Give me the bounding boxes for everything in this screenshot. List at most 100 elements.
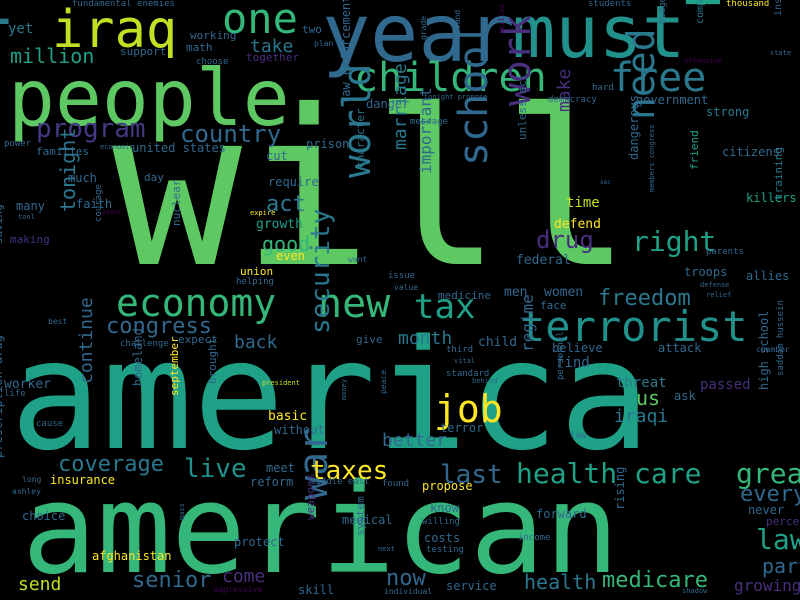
word-day: day: [144, 171, 164, 184]
word-regime: regime: [518, 294, 537, 352]
word-costs: costs: [424, 531, 461, 545]
word-saving: saving: [0, 204, 5, 244]
word-united-states: united states: [132, 141, 226, 155]
word-face: face: [540, 299, 567, 312]
word-country: country: [180, 120, 282, 148]
word-budget: budget: [658, 0, 668, 24]
word-forward: forward: [536, 507, 587, 521]
word-men: men: [504, 285, 528, 300]
word-find: find: [556, 355, 590, 371]
word-dangerous: dangerous: [627, 94, 641, 160]
word-passed: passed: [700, 377, 751, 393]
word-third: third: [446, 345, 474, 355]
word-challenge: challenge: [120, 339, 169, 349]
word-women: women: [544, 285, 584, 300]
word-math: math: [186, 41, 213, 54]
word-tax: tax: [414, 287, 476, 327]
word-require: require: [268, 175, 319, 189]
word-last: last: [440, 460, 503, 490]
word-long: long: [22, 475, 42, 484]
word-propose: propose: [422, 479, 473, 493]
word-shadow: shadow: [682, 587, 708, 595]
word-every: every: [740, 482, 800, 507]
word-unless-act: unless act: [516, 73, 529, 140]
word-come: come: [222, 566, 266, 587]
word-compassion: compassion: [695, 0, 706, 24]
word-medical: medical: [342, 513, 393, 527]
word-want: want: [348, 255, 368, 264]
word-terror: terror: [440, 421, 484, 435]
word-training: training: [772, 147, 785, 200]
word-freedom: freedom: [598, 286, 691, 311]
word-live: live: [184, 454, 247, 484]
word-tool: tool: [18, 213, 35, 221]
word-coverage: coverage: [58, 452, 164, 477]
word-chamber: chamber: [756, 345, 790, 354]
word-best: best: [48, 317, 68, 326]
word-offensive: offensive: [684, 57, 722, 65]
word-two: two: [302, 23, 322, 36]
word-rising: rising: [613, 466, 627, 510]
word-send: send: [18, 574, 62, 595]
word-law-enforcement: law enforcement: [339, 0, 353, 104]
word-prison: prison: [306, 137, 350, 151]
word-service: service: [446, 579, 497, 593]
word-personnel: personnel: [556, 331, 566, 380]
word-free: free: [610, 55, 707, 101]
word-weapons: weapons: [304, 473, 317, 520]
word-life: life: [4, 389, 26, 399]
word-meet: meet: [266, 461, 295, 475]
word-health-care: health care: [516, 457, 702, 490]
word-reform: reform: [250, 475, 294, 489]
word-cut: cut: [266, 149, 288, 163]
word-act: act: [266, 192, 306, 217]
word-choice: choice: [22, 509, 66, 523]
word-students: students: [588, 0, 632, 9]
word-added: added: [102, 209, 121, 216]
word-income: income: [518, 533, 551, 543]
word-together: together: [246, 51, 299, 64]
word-union: union: [240, 265, 274, 278]
word-economy: economy: [116, 281, 277, 325]
word-high-school: high school: [757, 310, 771, 390]
word-without: without: [274, 423, 325, 437]
word-killers: killers: [746, 191, 797, 205]
word-america: america: [10, 307, 651, 484]
word-mass: mass: [178, 503, 186, 520]
word-give: give: [356, 333, 383, 346]
word-worker: worker: [4, 377, 51, 392]
word-now: now: [386, 566, 426, 591]
word-defend: defend: [554, 217, 601, 232]
word-relief: relief: [706, 291, 732, 299]
word-families: families: [36, 145, 89, 158]
word-low: low: [570, 431, 587, 441]
word-skilled: skilled: [498, 4, 506, 34]
word-strong: strong: [706, 105, 750, 119]
word-parents: parents: [706, 247, 744, 257]
word-senior: senior: [132, 568, 212, 593]
word-money: money: [340, 378, 348, 400]
word-power: power: [4, 139, 32, 149]
word-fundamental-enemies: fundamental enemies: [72, 0, 175, 9]
word-saddam-hussein: saddam hussein: [776, 300, 786, 376]
word-testing: testing: [426, 545, 464, 555]
word-year: year: [322, 0, 515, 80]
word-yet: yet: [8, 21, 34, 37]
word-taxes: taxes: [310, 456, 389, 486]
word-part: part: [762, 554, 800, 578]
word-members-congress: members congress: [648, 124, 656, 192]
word-issue: issue: [388, 271, 416, 281]
word-believe: believe: [552, 341, 603, 355]
word-troops: troops: [684, 265, 728, 279]
word-good: good: [262, 232, 311, 256]
word-individual: individual: [384, 587, 433, 596]
word-president: president: [262, 379, 300, 387]
word-found: found: [382, 479, 410, 489]
word-economic: economic: [100, 143, 134, 151]
word-stand: stand: [453, 9, 462, 34]
word-program: program: [36, 114, 146, 144]
word-cause: cause: [36, 419, 64, 429]
word-danger: danger: [366, 97, 410, 111]
word-thousand: thousand: [726, 0, 770, 9]
